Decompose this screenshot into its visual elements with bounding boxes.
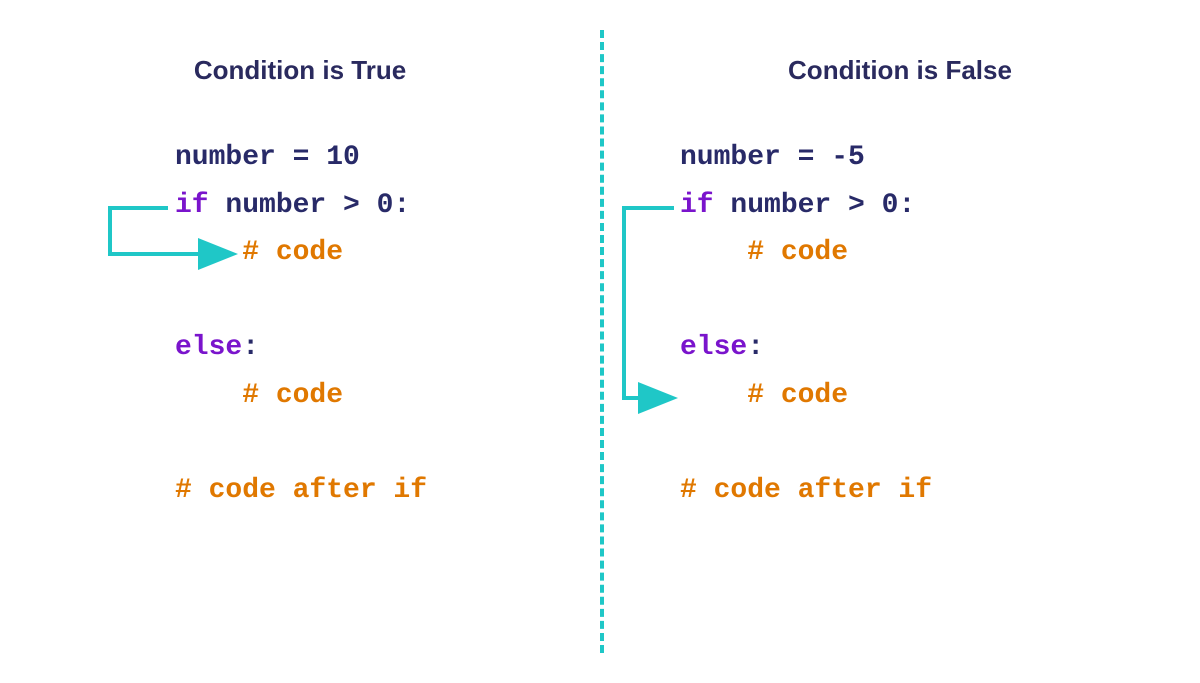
code-false: number = -5 if number > 0: # code else: …: [680, 134, 1200, 515]
line-else-body: # code: [175, 372, 600, 420]
title-true: Condition is True: [0, 55, 600, 86]
code-true: number = 10 if number > 0: # code else: …: [175, 134, 600, 515]
else-colon: :: [242, 332, 259, 363]
comment-code-r: # code: [747, 237, 848, 268]
line-else: else:: [175, 324, 600, 372]
comment-else: # code: [242, 380, 343, 411]
title-false: Condition is False: [600, 55, 1200, 86]
else-colon-r: :: [747, 332, 764, 363]
line-assign: number = 10: [175, 134, 600, 182]
line-if: if number > 0:: [175, 182, 600, 230]
line-after: # code after if: [175, 467, 600, 515]
panel-false: Condition is False number = -5 if number…: [600, 0, 1200, 683]
comment-else-r: # code: [747, 380, 848, 411]
line-else-body-r: # code: [680, 372, 1200, 420]
if-cond-r: number > 0:: [714, 190, 916, 221]
comment-code: # code: [242, 237, 343, 268]
line-if-r: if number > 0:: [680, 182, 1200, 230]
blank2: [175, 420, 600, 468]
kw-if: if: [175, 190, 209, 221]
panel-true: Condition is True number = 10 if number …: [0, 0, 600, 683]
diagram-container: Condition is True number = 10 if number …: [0, 0, 1200, 683]
blank1-r: [680, 277, 1200, 325]
if-cond: number > 0:: [209, 190, 411, 221]
blank2-r: [680, 420, 1200, 468]
kw-if-r: if: [680, 190, 714, 221]
line-comment-body-r: # code: [680, 229, 1200, 277]
line-assign-r: number = -5: [680, 134, 1200, 182]
line-comment-body: # code: [175, 229, 600, 277]
vertical-divider: [600, 30, 604, 653]
line-after-r: # code after if: [680, 467, 1200, 515]
kw-else-r: else: [680, 332, 747, 363]
line-else-r: else:: [680, 324, 1200, 372]
blank1: [175, 277, 600, 325]
kw-else: else: [175, 332, 242, 363]
